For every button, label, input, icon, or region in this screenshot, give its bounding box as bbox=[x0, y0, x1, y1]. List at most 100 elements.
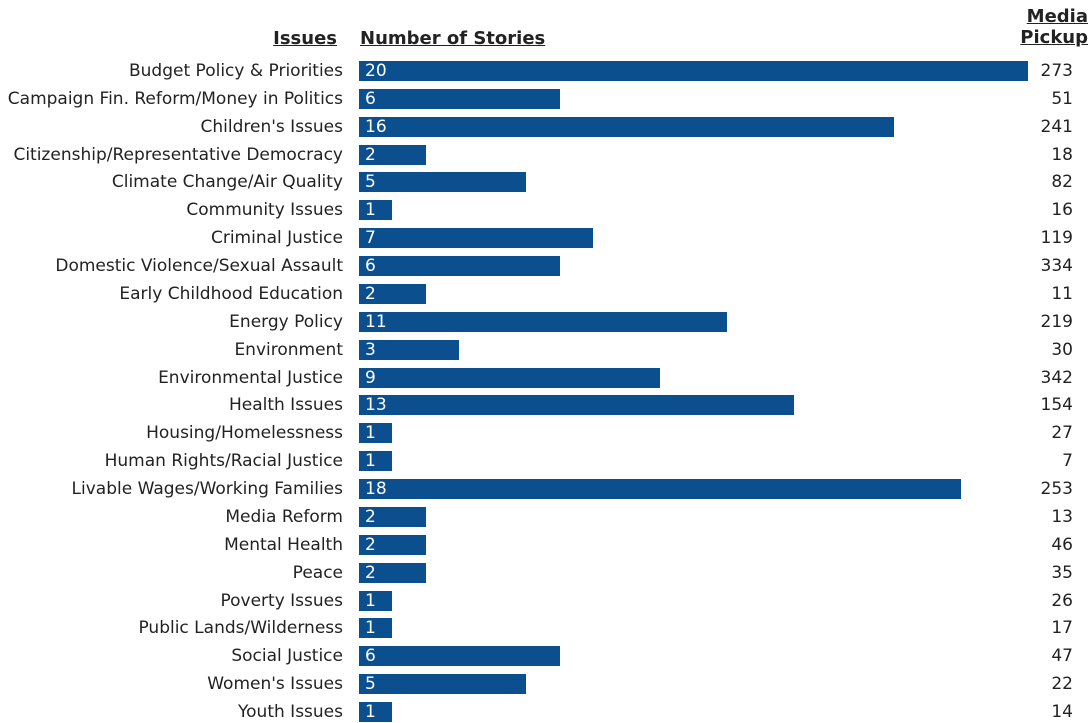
pickup-value: 154 bbox=[1040, 395, 1073, 416]
pickup-value: 18 bbox=[1051, 144, 1073, 165]
value-label: 6 bbox=[365, 256, 376, 277]
value-label: 9 bbox=[365, 367, 376, 388]
bar bbox=[359, 395, 794, 416]
bar bbox=[359, 61, 1028, 81]
value-label: 1 bbox=[365, 618, 376, 639]
category-label: Environmental Justice bbox=[158, 367, 343, 388]
bar bbox=[359, 451, 393, 472]
pickup-value: 273 bbox=[1040, 61, 1073, 81]
bar bbox=[359, 116, 895, 137]
value-label: 20 bbox=[365, 61, 387, 81]
pickup-value: 241 bbox=[1040, 116, 1073, 137]
value-label: 1 bbox=[365, 590, 376, 611]
pickup-value: 17 bbox=[1051, 618, 1073, 639]
value-label: 6 bbox=[365, 646, 376, 667]
category-label: Budget Policy & Priorities bbox=[129, 61, 343, 81]
pickup-value: 51 bbox=[1051, 88, 1073, 109]
category-label: Energy Policy bbox=[229, 311, 343, 332]
pickup-value: 253 bbox=[1040, 479, 1073, 500]
value-label: 1 bbox=[365, 702, 376, 722]
pickup-value: 46 bbox=[1051, 534, 1073, 555]
bar bbox=[359, 423, 393, 444]
value-label: 1 bbox=[365, 200, 376, 221]
category-label: Women's Issues bbox=[207, 674, 343, 695]
bar bbox=[359, 367, 661, 388]
value-label: 5 bbox=[365, 172, 376, 193]
category-label: Children's Issues bbox=[200, 116, 343, 137]
pickup-value: 334 bbox=[1040, 256, 1073, 277]
value-label: 1 bbox=[365, 423, 376, 444]
bar bbox=[359, 702, 393, 722]
category-label: Mental Health bbox=[224, 534, 343, 555]
bar bbox=[359, 674, 527, 695]
category-label: Housing/Homelessness bbox=[146, 423, 343, 444]
category-label: Domestic Violence/Sexual Assault bbox=[55, 256, 343, 277]
value-label: 13 bbox=[365, 395, 387, 416]
category-label: Criminal Justice bbox=[210, 228, 343, 249]
category-label: Livable Wages/Working Families bbox=[71, 479, 343, 500]
value-label: 2 bbox=[365, 506, 376, 527]
pickup-value: 14 bbox=[1051, 702, 1073, 722]
category-label: Early Childhood Education bbox=[119, 283, 343, 304]
value-label: 16 bbox=[365, 116, 387, 137]
pickup-value: 13 bbox=[1051, 506, 1073, 527]
pickup-value: 82 bbox=[1051, 172, 1073, 193]
category-label: Human Rights/Racial Justice bbox=[104, 451, 343, 472]
category-label: Public Lands/Wilderness bbox=[138, 618, 343, 639]
bar bbox=[359, 283, 426, 304]
category-label: Youth Issues bbox=[238, 702, 343, 722]
value-label: 3 bbox=[365, 339, 376, 360]
bar bbox=[359, 590, 393, 611]
pickup-value: 22 bbox=[1051, 674, 1073, 695]
bar bbox=[359, 534, 426, 555]
pickup-value: 26 bbox=[1051, 590, 1073, 611]
value-label: 18 bbox=[365, 479, 387, 500]
pickup-value: 11 bbox=[1051, 283, 1073, 304]
category-label: Campaign Fin. Reform/Money in Politics bbox=[7, 88, 343, 109]
bar bbox=[359, 144, 426, 165]
value-label: 11 bbox=[365, 311, 387, 332]
bar bbox=[359, 646, 560, 667]
bar bbox=[359, 479, 962, 500]
bar bbox=[359, 256, 560, 277]
bar bbox=[359, 562, 426, 583]
pickup-value: 16 bbox=[1051, 200, 1073, 221]
value-label: 5 bbox=[365, 674, 376, 695]
bar bbox=[359, 88, 560, 109]
bar bbox=[359, 506, 426, 527]
category-label: Climate Change/Air Quality bbox=[111, 172, 343, 193]
pickup-value: 119 bbox=[1040, 228, 1073, 249]
value-label: 6 bbox=[365, 88, 376, 109]
category-label: Peace bbox=[292, 562, 343, 583]
pickup-value: 342 bbox=[1040, 367, 1073, 388]
pickup-value: 27 bbox=[1051, 423, 1073, 444]
value-label: 2 bbox=[365, 144, 376, 165]
category-label: Media Reform bbox=[225, 506, 343, 527]
category-label: Citizenship/Representative Democracy bbox=[13, 144, 343, 165]
value-label: 2 bbox=[365, 534, 376, 555]
category-label: Poverty Issues bbox=[220, 590, 343, 611]
category-header: Issues bbox=[273, 28, 337, 49]
pickup-value: 35 bbox=[1051, 562, 1073, 583]
bar bbox=[359, 228, 594, 249]
bar bbox=[359, 172, 527, 193]
pickup-value: 30 bbox=[1051, 339, 1073, 360]
value-label: 2 bbox=[365, 562, 376, 583]
bar bbox=[359, 618, 393, 639]
pickup-value: 47 bbox=[1051, 646, 1073, 667]
pickup-header: Media Pickup bbox=[1020, 6, 1088, 48]
category-label: Health Issues bbox=[228, 395, 343, 416]
pickup-value: 7 bbox=[1062, 451, 1073, 472]
series-header: Number of Stories bbox=[360, 28, 546, 49]
pickup-value: 219 bbox=[1040, 311, 1073, 332]
value-label: 1 bbox=[365, 451, 376, 472]
bar bbox=[359, 311, 727, 332]
category-label: Community Issues bbox=[186, 200, 343, 221]
value-label: 2 bbox=[365, 283, 376, 304]
bar bbox=[359, 200, 393, 221]
category-label: Environment bbox=[234, 339, 343, 360]
value-label: 7 bbox=[365, 228, 376, 249]
bar bbox=[359, 339, 460, 360]
category-label: Social Justice bbox=[231, 646, 343, 667]
